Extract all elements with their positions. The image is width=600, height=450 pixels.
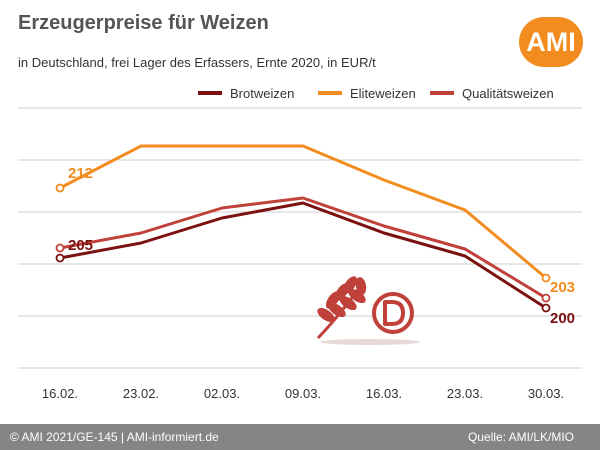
data-label: 212 [68, 165, 93, 182]
x-tick-label: 16.03. [366, 386, 402, 401]
data-labels: 212 205 203 200 [68, 165, 575, 327]
x-tick-label: 09.03. [285, 386, 321, 401]
ami-logo-text: AMI [526, 27, 576, 57]
footer-copyright: © AMI 2021/GE-145 | AMI-informiert.de [10, 430, 219, 444]
series-line-eliteweizen [59, 144, 547, 280]
legend: Brotweizen Eliteweizen Qualitätsweizen [198, 86, 554, 101]
chart-title: Erzeugerpreise für Weizen [18, 12, 269, 34]
data-label: 200 [550, 310, 575, 327]
series-line-qualitätsweizen [59, 196, 547, 300]
chart-subtitle: in Deutschland, frei Lager des Erfassers… [18, 55, 376, 70]
footer-source: Quelle: AMI/LK/MIO [467, 430, 574, 444]
data-point-marker [55, 253, 65, 263]
x-tick-label: 30.03. [528, 386, 564, 401]
legend-label: Eliteweizen [350, 86, 416, 101]
legend-label: Qualitätsweizen [462, 86, 554, 101]
data-point-marker [541, 293, 551, 303]
ami-logo: AMI [519, 17, 583, 67]
wheat-d-emblem-icon [316, 276, 420, 345]
footer-bar: © AMI 2021/GE-145 | AMI-informiert.de Qu… [0, 424, 600, 450]
x-tick-label: 02.03. [204, 386, 240, 401]
x-tick-label: 23.02. [123, 386, 159, 401]
line-chart: Brotweizen Eliteweizen Qualitätsweizen 16.… [18, 86, 582, 401]
x-tick-label: 16.02. [42, 386, 78, 401]
data-point-marker [55, 243, 65, 253]
series-lines [55, 144, 551, 313]
x-tick-label: 23.03. [447, 386, 483, 401]
series-line-brotweizen [59, 201, 547, 310]
legend-label: Brotweizen [230, 86, 294, 101]
x-axis-labels: 16.02. 23.02. 02.03. 09.03. 16.03. 23.03. 30.0… [42, 386, 564, 401]
data-point-marker [55, 183, 65, 193]
data-label: 205 [68, 237, 93, 254]
data-point-marker [541, 273, 551, 283]
data-point-marker [541, 303, 551, 313]
data-label: 203 [550, 279, 575, 296]
